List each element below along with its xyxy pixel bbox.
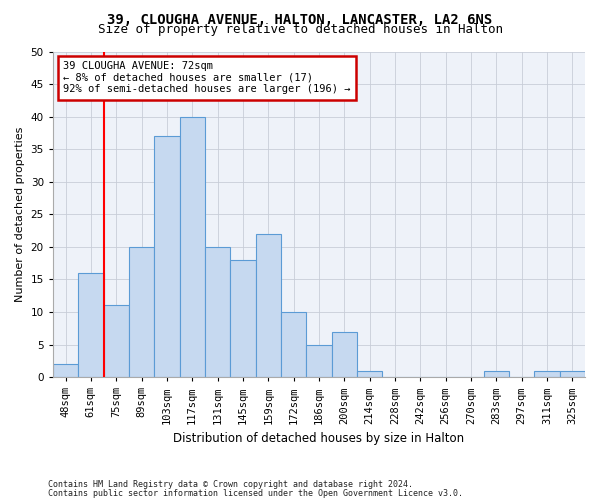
Bar [129,247,154,377]
Text: 39, CLOUGHA AVENUE, HALTON, LANCASTER, LA2 6NS: 39, CLOUGHA AVENUE, HALTON, LANCASTER, L… [107,12,493,26]
Text: Contains HM Land Registry data © Crown copyright and database right 2024.: Contains HM Land Registry data © Crown c… [48,480,413,489]
Bar [357,370,382,377]
Bar [104,306,129,377]
Text: Contains public sector information licensed under the Open Government Licence v3: Contains public sector information licen… [48,489,463,498]
Text: 39 CLOUGHA AVENUE: 72sqm
← 8% of detached houses are smaller (17)
92% of semi-de: 39 CLOUGHA AVENUE: 72sqm ← 8% of detache… [64,62,351,94]
Bar [53,364,78,377]
Bar [154,136,179,377]
Bar [332,332,357,377]
Bar [484,370,509,377]
X-axis label: Distribution of detached houses by size in Halton: Distribution of detached houses by size … [173,432,464,445]
Y-axis label: Number of detached properties: Number of detached properties [15,126,25,302]
Bar [535,370,560,377]
Bar [179,116,205,377]
Text: Size of property relative to detached houses in Halton: Size of property relative to detached ho… [97,22,503,36]
Bar [560,370,585,377]
Bar [230,260,256,377]
Bar [205,247,230,377]
Bar [78,273,104,377]
Bar [281,312,306,377]
Bar [256,234,281,377]
Bar [306,344,332,377]
